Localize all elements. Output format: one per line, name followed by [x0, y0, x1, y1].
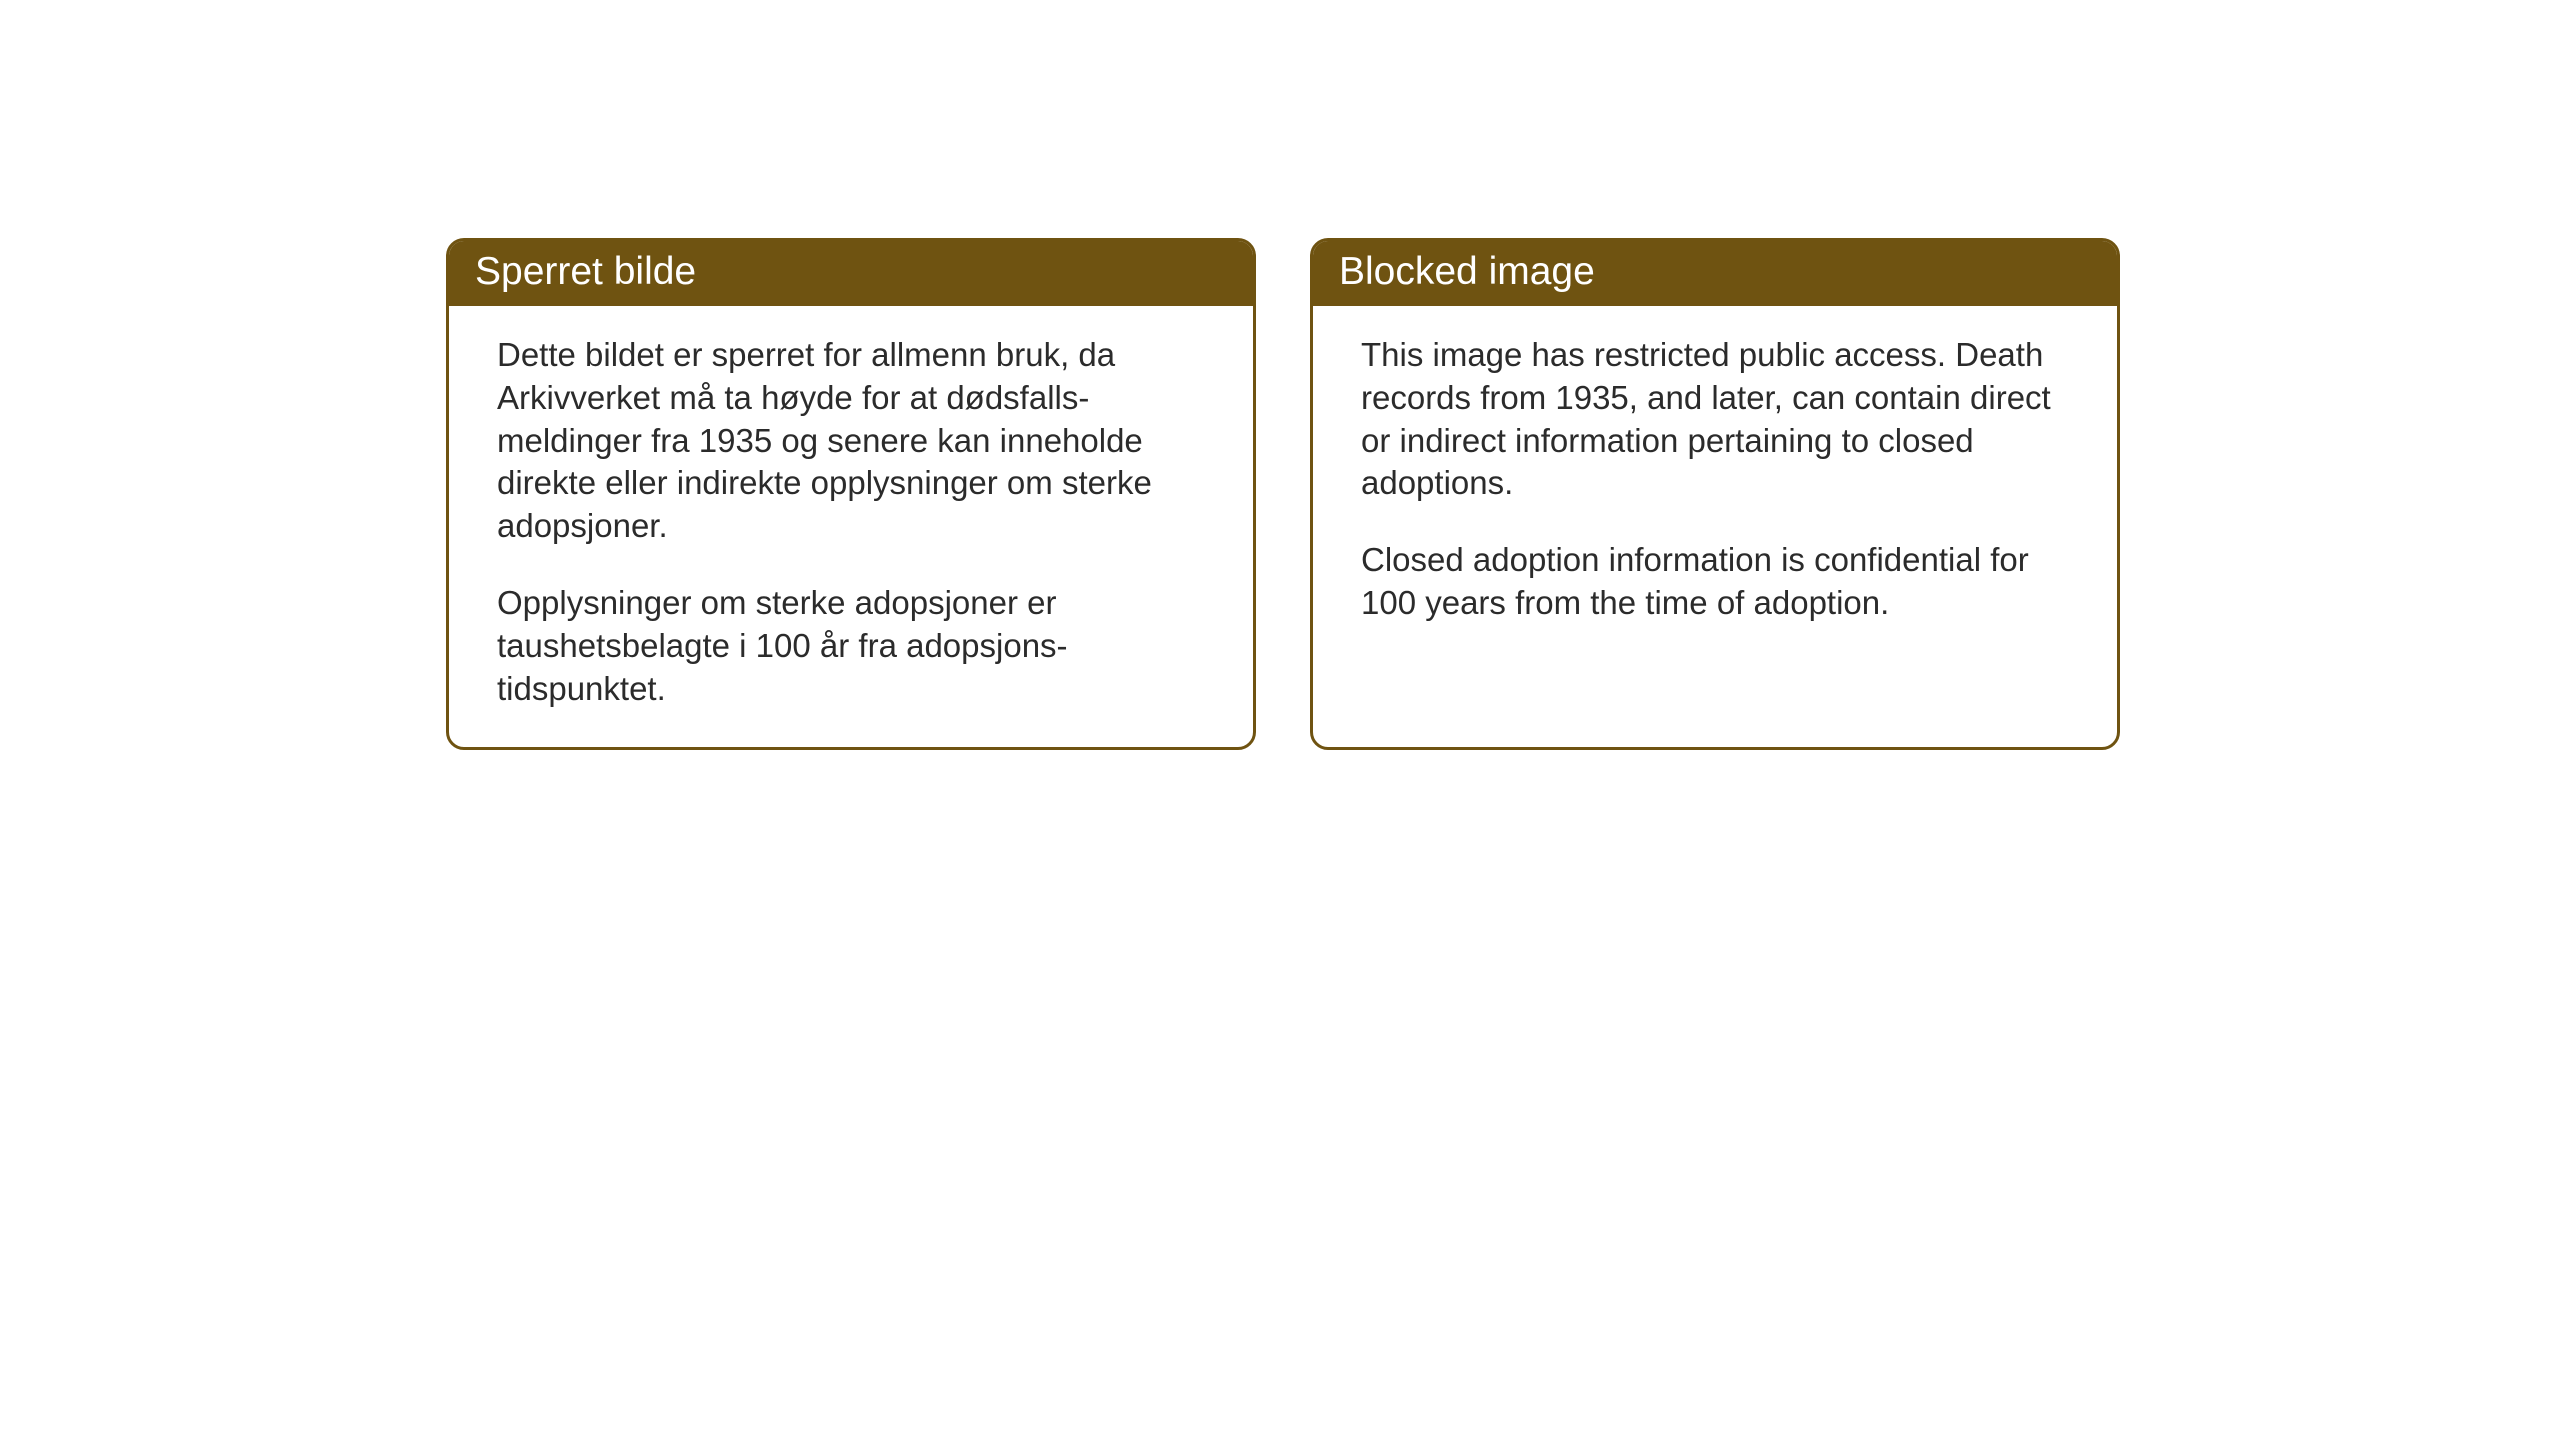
card-header-english: Blocked image: [1313, 241, 2117, 306]
card-english: Blocked image This image has restricted …: [1310, 238, 2120, 750]
paragraph-norwegian-2: Opplysninger om sterke adopsjoner er tau…: [497, 582, 1213, 711]
card-body-english: This image has restricted public access.…: [1313, 306, 2117, 715]
card-body-norwegian: Dette bildet er sperret for allmenn bruk…: [449, 306, 1253, 747]
cards-container: Sperret bilde Dette bildet er sperret fo…: [446, 238, 2120, 750]
paragraph-english-1: This image has restricted public access.…: [1361, 334, 2077, 506]
paragraph-norwegian-1: Dette bildet er sperret for allmenn bruk…: [497, 334, 1213, 548]
card-header-norwegian: Sperret bilde: [449, 241, 1253, 306]
paragraph-english-2: Closed adoption information is confident…: [1361, 539, 2077, 625]
card-norwegian: Sperret bilde Dette bildet er sperret fo…: [446, 238, 1256, 750]
